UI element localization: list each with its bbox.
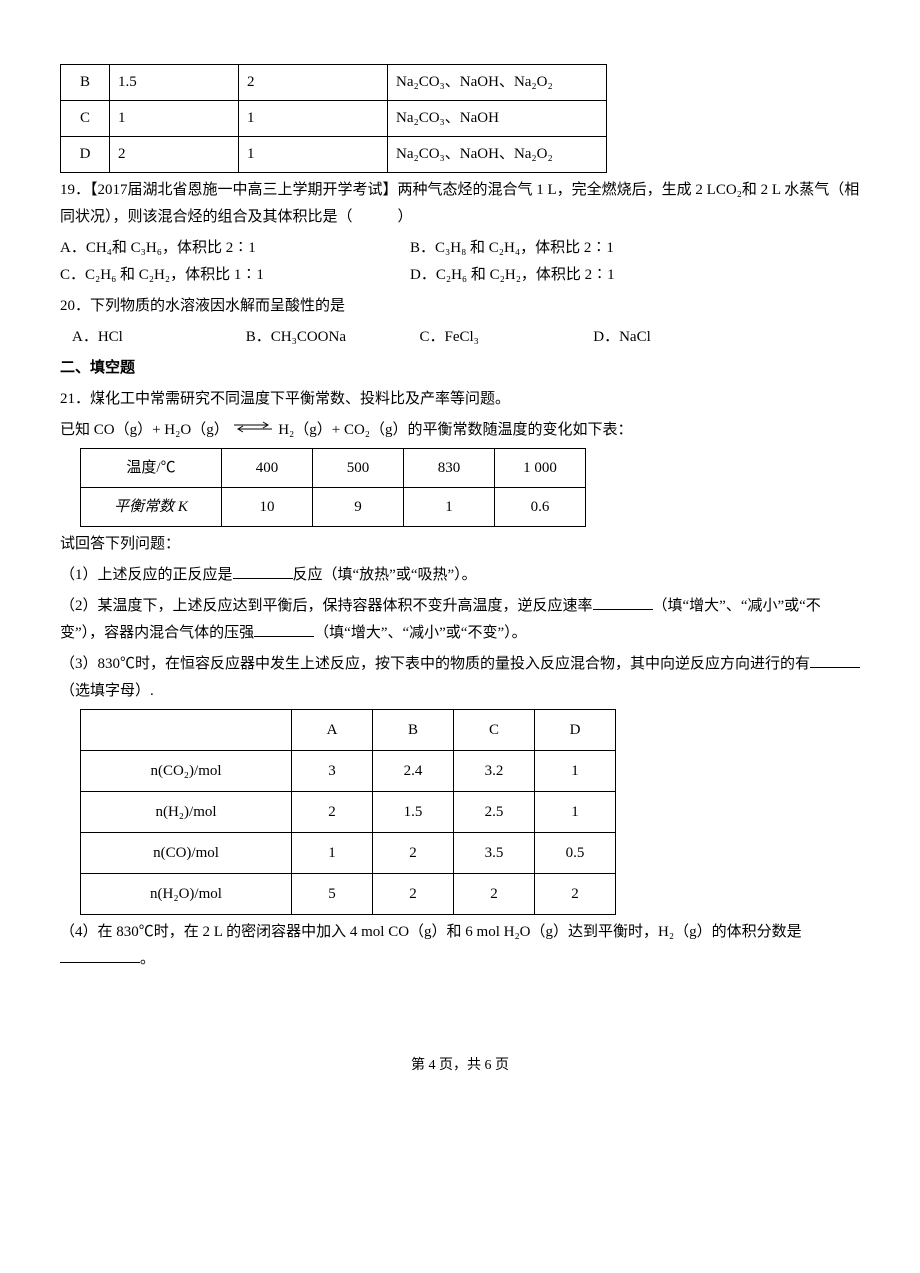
cell: 1 000 — [495, 449, 586, 488]
cell: 平衡常数 K — [81, 488, 222, 527]
cell: 830 — [404, 449, 495, 488]
cell: n(H₂)/mol — [81, 792, 292, 833]
cell: 1.5 — [110, 65, 239, 101]
text: （4）在 830℃时，在 2 L 的密闭容器中加入 4 mol CO（g）和 6… — [60, 924, 802, 940]
table-row: n(CO)/mol 1 2 3.5 0.5 — [81, 833, 616, 874]
cell: n(H₂O)/mol — [81, 874, 292, 915]
option-a: A．CH₄和 C₃H₆，体积比 2∶1 — [60, 235, 410, 262]
blank-input[interactable] — [254, 621, 314, 637]
cell: 2 — [535, 874, 616, 915]
section-2-heading: 二、填空题 — [60, 355, 860, 382]
cell: 2 — [292, 792, 373, 833]
text: （选填字母）. — [60, 683, 154, 699]
cell: C — [454, 710, 535, 751]
q21-known-post: H₂（g）+ CO₂（g）的平衡常数随温度的变化如下表： — [278, 422, 632, 438]
cell: 5 — [292, 874, 373, 915]
text: （填“增大”、“减小”或“不变”）。 — [314, 625, 526, 641]
cell: 1 — [535, 751, 616, 792]
option-d: D．C₂H₆ 和 C₂H₂，体积比 2∶1 — [410, 262, 760, 289]
option-b: B．C₃H₈ 和 C₂H₄，体积比 2∶1 — [410, 235, 760, 262]
text: （2）某温度下，上述反应达到平衡后，保持容器体积不变升高温度，逆反应速率 — [60, 598, 593, 614]
option-d: D．NaCl — [593, 324, 763, 351]
cell: 1.5 — [373, 792, 454, 833]
cell: 2 — [110, 137, 239, 173]
cell: 0.6 — [495, 488, 586, 527]
table-row: n(CO₂)/mol 3 2.4 3.2 1 — [81, 751, 616, 792]
cell: n(CO)/mol — [81, 833, 292, 874]
q19-stem: 19．【2017届湖北省恩施一中高三上学期开学考试】两种气态烃的混合气 1 L，… — [60, 177, 860, 231]
cell: 2.4 — [373, 751, 454, 792]
cell: 1 — [110, 101, 239, 137]
blank-input[interactable] — [233, 563, 293, 579]
q21-sub2: （2）某温度下，上述反应达到平衡后，保持容器体积不变升高温度，逆反应速率 （填“增… — [60, 593, 860, 647]
q20-options: A．HCl B．CH₃COONa C．FeCl₃ D．NaCl — [60, 324, 860, 351]
q21-sub3: （3）830℃时，在恒容反应器中发生上述反应，按下表中的物质的量投入反应混合物，… — [60, 651, 860, 705]
cell: Na₂CO₃、NaOH、Na₂O₂ — [388, 137, 607, 173]
cell: 1 — [404, 488, 495, 527]
page-footer: 第 4 页，共 6 页 — [60, 1053, 860, 1078]
blank-input[interactable] — [593, 594, 653, 610]
q21-prompt: 试回答下列问题： — [60, 531, 860, 558]
text: （3）830℃时，在恒容反应器中发生上述反应，按下表中的物质的量投入反应混合物，… — [60, 656, 810, 672]
text: 。 — [140, 951, 155, 967]
cell — [81, 710, 292, 751]
cell: 1 — [239, 101, 388, 137]
cell: 0.5 — [535, 833, 616, 874]
table-q18: B 1.5 2 Na₂CO₃、NaOH、Na₂O₂ C 1 1 Na₂CO₃、N… — [60, 64, 607, 173]
cell: 1 — [535, 792, 616, 833]
table-temperature-k: 温度/℃ 400 500 830 1 000 平衡常数 K 10 9 1 0.6 — [80, 448, 586, 527]
cell: Na₂CO₃、NaOH — [388, 101, 607, 137]
cell: A — [292, 710, 373, 751]
cell: n(CO₂)/mol — [81, 751, 292, 792]
cell: B — [373, 710, 454, 751]
q19-options: A．CH₄和 C₃H₆，体积比 2∶1 B．C₃H₈ 和 C₂H₄，体积比 2∶… — [60, 235, 860, 289]
cell: 500 — [313, 449, 404, 488]
cell-label: D — [61, 137, 110, 173]
cell-label: C — [61, 101, 110, 137]
cell-label: B — [61, 65, 110, 101]
cell: 2 — [373, 833, 454, 874]
cell: 2 — [373, 874, 454, 915]
cell: 3.5 — [454, 833, 535, 874]
cell: 10 — [222, 488, 313, 527]
option-a: A．HCl — [72, 324, 242, 351]
q21-known-pre: 已知 CO（g）+ H₂O（g） — [60, 422, 229, 438]
table-row: 平衡常数 K 10 9 1 0.6 — [81, 488, 586, 527]
cell: 1 — [292, 833, 373, 874]
table-row: 温度/℃ 400 500 830 1 000 — [81, 449, 586, 488]
cell: 400 — [222, 449, 313, 488]
cell: 3.2 — [454, 751, 535, 792]
q20-stem: 20．下列物质的水溶液因水解而呈酸性的是 — [60, 293, 860, 320]
q21-known: 已知 CO（g）+ H₂O（g） H₂（g）+ CO₂（g）的平衡常数随温度的变… — [60, 417, 860, 444]
cell: 温度/℃ — [81, 449, 222, 488]
table-moles: A B C D n(CO₂)/mol 3 2.4 3.2 1 n(H₂)/mol… — [80, 709, 616, 915]
text: （1）上述反应的正反应是 — [60, 567, 233, 583]
q21-intro: 21．煤化工中常需研究不同温度下平衡常数、投料比及产率等问题。 — [60, 386, 860, 413]
cell: 3 — [292, 751, 373, 792]
option-c: C．C₂H₆ 和 C₂H₂，体积比 1∶1 — [60, 262, 410, 289]
table-row: B 1.5 2 Na₂CO₃、NaOH、Na₂O₂ — [61, 65, 607, 101]
text: 反应（填“放热”或“吸热”）。 — [293, 567, 477, 583]
table-row: C 1 1 Na₂CO₃、NaOH — [61, 101, 607, 137]
cell: 2.5 — [454, 792, 535, 833]
table-row: n(H₂)/mol 2 1.5 2.5 1 — [81, 792, 616, 833]
table-row: D 2 1 Na₂CO₃、NaOH、Na₂O₂ — [61, 137, 607, 173]
q21-sub1: （1）上述反应的正反应是 反应（填“放热”或“吸热”）。 — [60, 562, 860, 589]
equilibrium-arrow-icon — [232, 417, 274, 444]
option-c: C．FeCl₃ — [420, 324, 590, 351]
blank-input[interactable] — [60, 947, 140, 963]
table-row: A B C D — [81, 710, 616, 751]
q21-sub4: （4）在 830℃时，在 2 L 的密闭容器中加入 4 mol CO（g）和 6… — [60, 919, 860, 973]
cell: 2 — [239, 65, 388, 101]
cell: Na₂CO₃、NaOH、Na₂O₂ — [388, 65, 607, 101]
cell: 2 — [454, 874, 535, 915]
option-b: B．CH₃COONa — [246, 324, 416, 351]
cell: D — [535, 710, 616, 751]
blank-input[interactable] — [810, 652, 860, 668]
cell: 1 — [239, 137, 388, 173]
cell: 9 — [313, 488, 404, 527]
table-row: n(H₂O)/mol 5 2 2 2 — [81, 874, 616, 915]
